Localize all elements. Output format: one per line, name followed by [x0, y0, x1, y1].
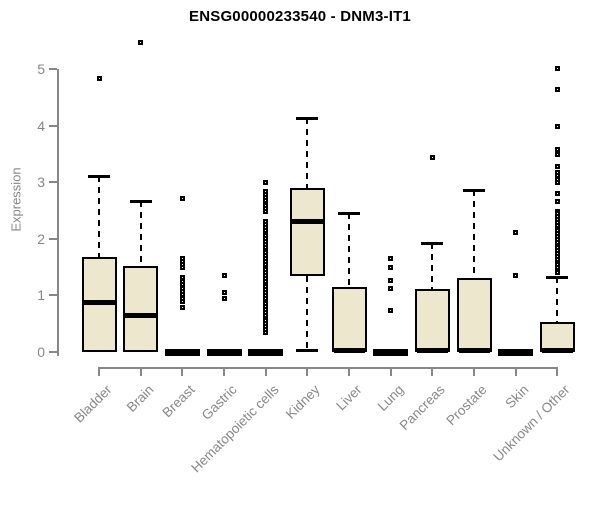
box-hematopoietic-cells — [248, 349, 284, 357]
outlier-point-hematopoietic-cells — [263, 179, 269, 185]
x-axis-tick — [348, 367, 351, 376]
x-axis-tick — [306, 367, 309, 376]
median-brain — [125, 313, 157, 319]
upper-whisker-unknown-other — [556, 276, 559, 322]
outlier-point-skin — [513, 273, 519, 279]
outlier-point-gastric — [221, 272, 227, 278]
outlier-point-breast — [179, 299, 185, 305]
box-prostate — [456, 277, 492, 352]
y-axis-tick — [49, 124, 57, 127]
x-axis-tick — [389, 367, 392, 376]
upper-whisker-cap-pancreas — [421, 241, 444, 245]
lower-whisker-kidney — [306, 276, 309, 350]
outlier-point-breast — [179, 265, 185, 271]
outlier-point-lung — [388, 277, 394, 283]
x-axis-tick — [264, 367, 267, 376]
outlier-point-unknown-other — [554, 151, 560, 157]
outlier-point-breast — [179, 196, 185, 202]
lower-whisker-cap-kidney — [296, 348, 319, 352]
y-tick-label: 4 — [37, 117, 45, 134]
median-unknown-other — [541, 348, 573, 354]
box-liver — [331, 286, 367, 352]
upper-whisker-liver — [348, 212, 351, 287]
outlier-point-unknown-other — [554, 65, 560, 71]
y-axis-line — [57, 69, 59, 356]
box-breast — [164, 349, 200, 357]
outlier-point-hematopoietic-cells — [263, 209, 269, 215]
upper-whisker-cap-kidney — [296, 117, 319, 121]
outlier-point-bladder — [96, 75, 102, 81]
y-tick-label: 2 — [37, 230, 45, 247]
box-pancreas — [414, 289, 450, 352]
outlier-point-unknown-other — [554, 270, 560, 276]
y-axis-tick — [49, 237, 57, 240]
upper-whisker-cap-bladder — [88, 174, 110, 178]
upper-whisker-kidney — [306, 118, 309, 188]
y-axis-tick — [49, 294, 57, 297]
outlier-point-breast — [179, 305, 185, 311]
upper-whisker-pancreas — [431, 242, 434, 290]
outlier-point-unknown-other — [554, 146, 560, 152]
outlier-point-skin — [513, 229, 519, 235]
outlier-point-lung — [388, 308, 394, 314]
outlier-point-brain — [138, 40, 144, 46]
y-axis-tick — [49, 351, 57, 353]
box-lung — [373, 349, 409, 357]
outlier-point-gastric — [221, 289, 227, 295]
outlier-point-unknown-other — [554, 180, 560, 186]
outlier-point-gastric — [221, 295, 227, 301]
median-liver — [333, 348, 365, 354]
upper-whisker-cap-brain — [129, 199, 152, 203]
outlier-point-unknown-other — [554, 198, 560, 204]
box-skin — [498, 349, 534, 357]
x-axis-tick — [431, 367, 434, 376]
x-axis-tick — [556, 367, 559, 376]
upper-whisker-cap-liver — [338, 211, 361, 215]
median-prostate — [458, 348, 490, 354]
x-axis-tick — [139, 367, 142, 376]
y-axis-tick — [49, 68, 57, 70]
upper-whisker-cap-prostate — [463, 189, 486, 193]
x-axis-tick — [181, 367, 184, 376]
x-axis-line — [98, 367, 559, 369]
outlier-point-lung — [388, 285, 394, 291]
outlier-point-unknown-other — [554, 86, 560, 92]
y-tick-label: 1 — [37, 287, 45, 304]
y-tick-label: 3 — [37, 174, 45, 191]
outlier-point-unknown-other — [554, 124, 560, 130]
box-gastric — [206, 349, 242, 357]
y-tick-label: 5 — [37, 61, 45, 77]
x-axis-tick — [514, 367, 517, 376]
outlier-point-hematopoietic-cells — [263, 329, 269, 335]
y-axis-tick — [49, 181, 57, 184]
upper-whisker-brain — [139, 200, 142, 266]
outlier-point-unknown-other — [554, 164, 560, 170]
x-axis-tick — [473, 367, 476, 376]
median-pancreas — [416, 348, 448, 354]
chart-title: ENSG00000233540 - DNM3-IT1 — [189, 8, 411, 25]
box-brain — [123, 265, 159, 352]
median-kidney — [291, 219, 323, 225]
outlier-point-lung — [388, 265, 394, 271]
outlier-point-unknown-other — [554, 191, 560, 197]
upper-whisker-prostate — [473, 190, 476, 278]
box-kidney — [289, 187, 325, 277]
outlier-point-pancreas — [429, 155, 435, 161]
x-axis-tick — [223, 367, 226, 376]
x-axis-tick — [98, 367, 100, 376]
upper-whisker-cap-unknown-other — [546, 275, 569, 279]
y-tick-label: 0 — [37, 344, 45, 360]
median-bladder — [83, 300, 115, 306]
upper-whisker-bladder — [98, 175, 100, 257]
outlier-point-lung — [388, 255, 394, 261]
